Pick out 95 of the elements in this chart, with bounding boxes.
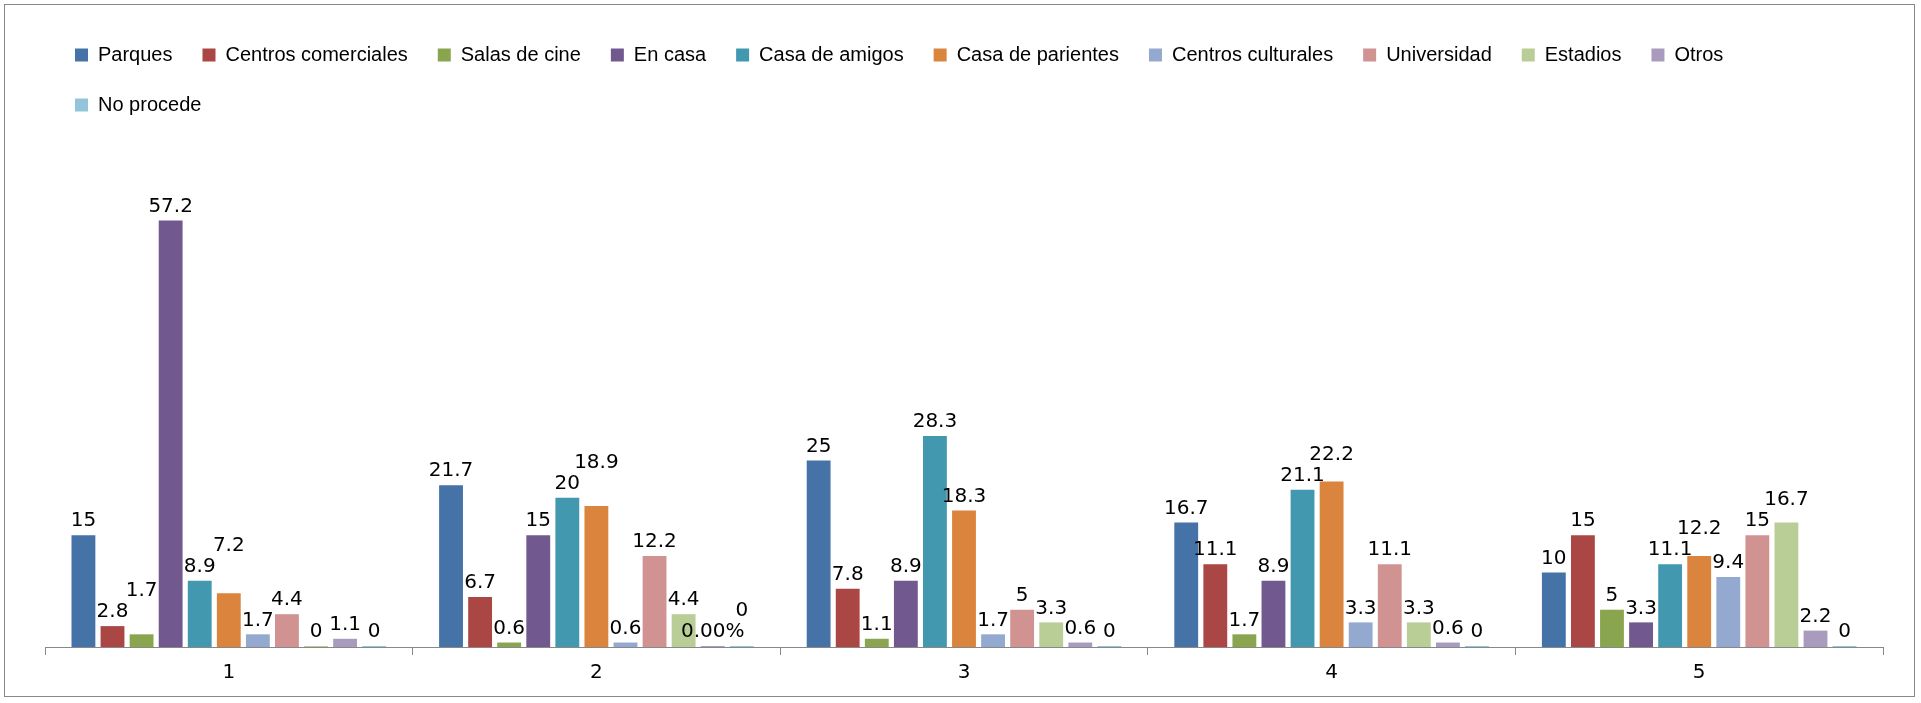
bar <box>1774 522 1799 647</box>
bar <box>245 634 270 647</box>
legend-label: Casa de amigos <box>759 42 904 65</box>
bar <box>981 634 1005 647</box>
bar <box>526 535 551 647</box>
legend-label: No procede <box>98 92 202 115</box>
data-label: 4.4 <box>271 586 303 611</box>
bar <box>835 588 860 647</box>
data-label: 6.7 <box>464 569 497 594</box>
data-label: 8.9 <box>1257 552 1290 577</box>
data-label: 0.6 <box>609 614 642 639</box>
data-label: 0 <box>1838 618 1851 643</box>
bar <box>806 460 831 647</box>
bar <box>1435 642 1460 647</box>
data-label: 5 <box>1605 581 1619 606</box>
bar <box>1203 564 1228 647</box>
bar <box>1406 622 1431 647</box>
legend-label: Casa de parientes <box>956 42 1119 65</box>
bar <box>1687 556 1712 647</box>
bar <box>1629 622 1653 647</box>
bar <box>216 593 241 647</box>
data-label: 0.6 <box>493 614 526 639</box>
data-label: 3.3 <box>1625 594 1657 619</box>
legend-label: Centros culturales <box>1171 42 1334 65</box>
bar <box>333 638 358 647</box>
bar <box>1319 481 1344 647</box>
bar <box>1232 634 1257 647</box>
x-tick-label: 3 <box>957 659 971 684</box>
data-label: 1.7 <box>241 606 274 631</box>
bar <box>187 580 212 647</box>
bar <box>497 642 522 647</box>
bar <box>1290 489 1315 647</box>
data-label: 4.4 <box>667 586 700 611</box>
data-label: 0 <box>1470 618 1484 643</box>
bar <box>1377 564 1402 647</box>
bar <box>864 638 889 647</box>
bar <box>439 485 463 647</box>
legend-label: Centros comerciales <box>225 42 408 65</box>
legend-label: Universidad <box>1386 42 1492 65</box>
data-label: 15 <box>70 507 97 532</box>
x-tick-label: 5 <box>1692 659 1706 684</box>
legend-label: Estadios <box>1544 42 1622 65</box>
bar <box>1716 576 1741 647</box>
data-label: 8.9 <box>889 552 922 577</box>
data-label: 16.7 <box>1163 494 1209 519</box>
bar <box>1658 564 1683 647</box>
bar <box>275 614 299 647</box>
bar <box>129 634 154 647</box>
x-tick-label: 2 <box>590 659 603 684</box>
data-label: 10 <box>1541 544 1567 569</box>
bar <box>1348 622 1373 647</box>
data-label: 11.1 <box>1367 536 1413 561</box>
data-label: 15 <box>1570 507 1596 532</box>
bar <box>1600 609 1624 647</box>
legend-label: Otros <box>1674 42 1724 65</box>
data-label: 0 <box>1103 618 1116 643</box>
data-label: 3.3 <box>1344 594 1377 619</box>
bar <box>1261 580 1286 647</box>
bar <box>1010 609 1035 647</box>
bar <box>1068 642 1093 647</box>
legend-label: Salas de cine <box>460 42 581 65</box>
bar <box>555 497 580 647</box>
data-label: 0 <box>309 618 323 643</box>
data-label: 28.3 <box>912 408 958 433</box>
legend-label: En casa <box>633 42 707 65</box>
data-label: 9.4 <box>1712 549 1745 574</box>
data-label: 1.7 <box>1228 606 1261 631</box>
bar <box>158 220 183 647</box>
bar <box>71 535 96 647</box>
x-tick-label: 4 <box>1325 659 1338 684</box>
bar <box>1745 535 1770 647</box>
legend-label: Parques <box>98 42 173 65</box>
bar <box>642 556 667 647</box>
bar <box>1803 630 1828 647</box>
bar <box>1570 535 1595 647</box>
bar <box>952 510 976 647</box>
data-label: 57.2 <box>148 192 193 217</box>
data-label: 2.2 <box>1799 602 1832 627</box>
data-label: 0 <box>367 618 381 643</box>
data-label: 12.2 <box>632 528 677 553</box>
x-tick-label: 1 <box>222 659 236 684</box>
data-label: 5 <box>1015 581 1029 606</box>
data-label: 25 <box>805 432 832 457</box>
bar <box>893 580 918 647</box>
bar <box>100 626 125 647</box>
data-label: 1.7 <box>977 606 1009 631</box>
bar <box>468 597 493 647</box>
data-label: 21.7 <box>428 457 474 482</box>
data-label: 1.1 <box>329 611 361 635</box>
data-label: 7.8 <box>831 561 864 586</box>
bar <box>584 506 609 647</box>
data-label: 15 <box>525 507 551 532</box>
data-label: 1.1 <box>860 611 893 635</box>
bar <box>1039 622 1064 647</box>
bar <box>1541 572 1566 647</box>
